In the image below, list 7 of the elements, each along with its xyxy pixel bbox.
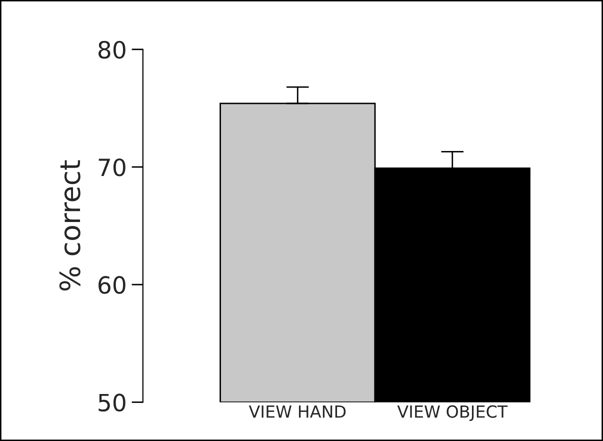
x-tick-label: VIEW OBJECT (397, 405, 508, 421)
x-tick-label: VIEW HAND (248, 405, 346, 418)
y-tick-label: 80 (98, 40, 126, 59)
y-tick-label: 50 (98, 394, 126, 412)
y-axis-title: % correct (59, 160, 80, 290)
y-tick-label: 60 (98, 276, 126, 294)
y-tick-label: 70 (98, 158, 126, 176)
